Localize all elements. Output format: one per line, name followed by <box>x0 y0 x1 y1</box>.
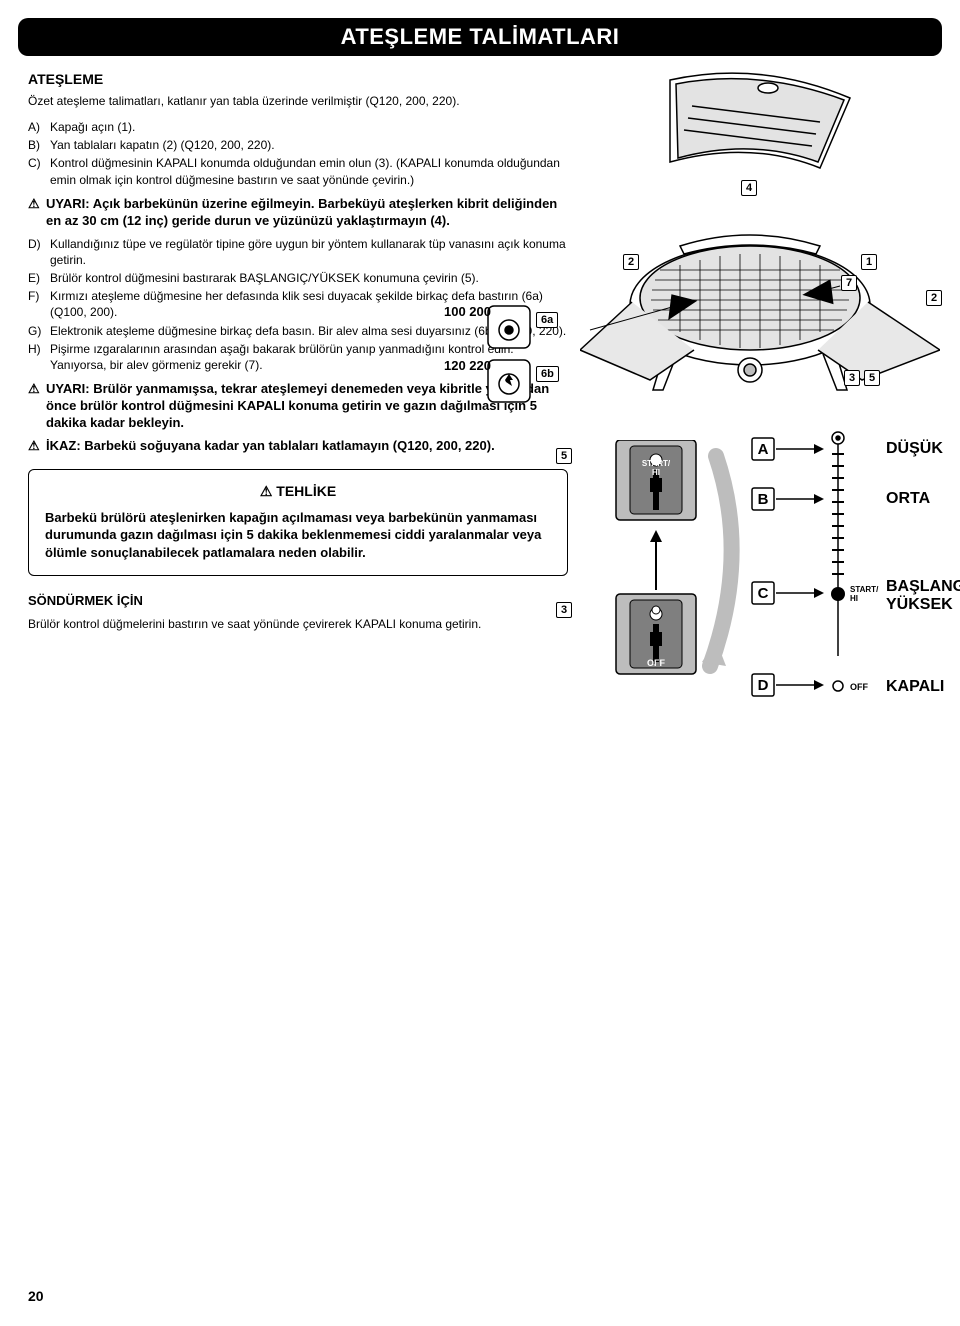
step-label: G) <box>28 323 50 339</box>
page-title: ATEŞLEME TALİMATLARI <box>18 18 942 56</box>
callout-1: 1 <box>861 254 877 270</box>
step-d: D) Kullandığınız tüpe ve regülatör tipin… <box>28 236 568 268</box>
warning-icon: ⚠ <box>28 196 46 230</box>
danger-box: ⚠ TEHLİKE Barbekü brülörü ateşlenirken k… <box>28 469 568 577</box>
content-area: ATEŞLEME Özet ateşleme talimatları, katl… <box>0 70 960 632</box>
svg-text:HI: HI <box>652 468 660 477</box>
warning-3: ⚠ İKAZ: Barbekü soğuyana kadar yan tabla… <box>28 438 568 455</box>
callout-3-knob: 3 <box>556 602 572 618</box>
step-text: Kullandığınız tüpe ve regülatör tipine g… <box>50 236 568 268</box>
callout-5-knob: 5 <box>556 448 572 464</box>
dial-label-d: KAPALI <box>886 678 944 696</box>
svg-text:START/: START/ <box>850 585 879 594</box>
diagram-column: 4 2 1 7 2 3 5 100 200 120 220 6a 6b <box>586 70 940 632</box>
step-a: A) Kapağı açın (1). <box>28 119 568 135</box>
step-label: A) <box>28 119 50 135</box>
danger-text: Barbekü brülörü ateşlenirken kapağın açı… <box>45 509 551 562</box>
warning-icon: ⚠ <box>28 438 46 455</box>
callout-2-left: 2 <box>623 254 639 270</box>
danger-title: ⚠ TEHLİKE <box>45 482 551 501</box>
step-text: Kapağı açın (1). <box>50 119 568 135</box>
svg-text:HI: HI <box>850 594 858 603</box>
step-label: C) <box>28 155 50 187</box>
step-e: E) Brülör kontrol düğmesini bastırarak B… <box>28 270 568 286</box>
warning-text: UYARI: Açık barbekünün üzerine eğilmeyin… <box>46 196 568 230</box>
ignition-intro: Özet ateşleme talimatları, katlanır yan … <box>28 93 568 109</box>
svg-text:OFF: OFF <box>850 682 868 692</box>
callout-7: 7 <box>841 275 857 291</box>
callout-2-right: 2 <box>926 290 942 306</box>
svg-text:START/: START/ <box>642 459 671 468</box>
step-label: B) <box>28 137 50 153</box>
callout-6a: 6a <box>536 312 558 328</box>
danger-title-text: TEHLİKE <box>276 483 336 499</box>
grill-top-diagram <box>580 70 940 430</box>
step-c: C) Kontrol düğmesinin KAPALI konumda old… <box>28 155 568 187</box>
svg-text:OFF: OFF <box>647 658 665 668</box>
extinguish-text: Brülör kontrol düğmelerini bastırın ve s… <box>28 616 568 632</box>
dial-label-b: ORTA <box>886 490 930 508</box>
step-text: Yan tablaları kapatın (2) (Q120, 200, 22… <box>50 137 568 153</box>
dial-label-a: DÜŞÜK <box>886 440 943 458</box>
warning-icon: ⚠ <box>28 381 46 432</box>
callout-4: 4 <box>741 180 757 196</box>
callout-3: 3 <box>844 370 860 386</box>
svg-text:A: A <box>758 441 769 458</box>
steps-group-1: A) Kapağı açın (1). B) Yan tablaları kap… <box>28 119 568 188</box>
warning-text: İKAZ: Barbekü soğuyana kadar yan tablala… <box>46 438 495 455</box>
callout-5: 5 <box>864 370 880 386</box>
svg-text:C: C <box>758 585 769 602</box>
step-text: Brülör kontrol düğmesini bastırarak BAŞL… <box>50 270 568 286</box>
ignition-heading: ATEŞLEME <box>28 70 568 89</box>
model-120-220: 120 220 <box>444 358 491 373</box>
step-label: D) <box>28 236 50 268</box>
step-label: E) <box>28 270 50 286</box>
warning-1: ⚠ UYARI: Açık barbekünün üzerine eğilmey… <box>28 196 568 230</box>
dial-label-c: BAŞLANGIÇ/ YÜKSEK <box>886 578 960 613</box>
svg-text:B: B <box>758 491 769 508</box>
knob-sequence-diagram: START/ HI OFF <box>576 440 756 690</box>
callout-6b: 6b <box>536 366 559 382</box>
model-100-200: 100 200 <box>444 304 491 319</box>
extinguish-heading: SÖNDÜRMEK İÇİN <box>28 592 568 610</box>
step-label: H) <box>28 341 50 373</box>
step-b: B) Yan tablaları kapatın (2) (Q120, 200,… <box>28 137 568 153</box>
page-number: 20 <box>28 1288 44 1304</box>
step-text: Kontrol düğmesinin KAPALI konumda olduğu… <box>50 155 568 187</box>
svg-text:D: D <box>758 677 769 694</box>
step-label: F) <box>28 288 50 320</box>
